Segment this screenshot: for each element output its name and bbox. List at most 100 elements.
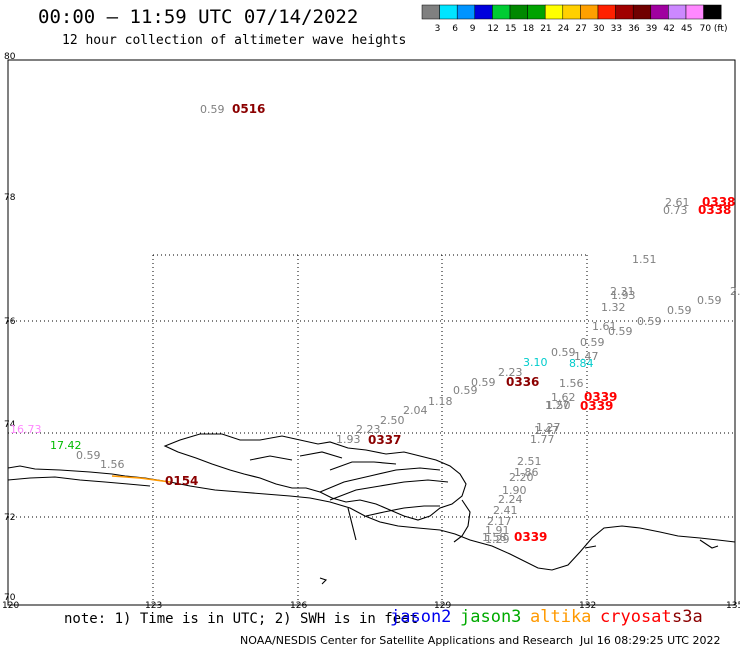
swh-label: 2.23	[356, 423, 381, 436]
swh-label: 1.27	[545, 399, 570, 412]
swh-label: 1.90	[502, 484, 527, 497]
swh-label: 1.62	[551, 391, 576, 404]
river-channel	[347, 507, 357, 541]
swh-label: 0.73	[663, 204, 688, 217]
color-swatch	[544, 4, 564, 20]
color-swatch	[474, 4, 493, 20]
legend-jason3: jason3	[460, 607, 522, 627]
swh-label: 1.47	[574, 350, 599, 363]
swh-label: 2.61	[665, 196, 690, 209]
lon-label-126: 126	[290, 601, 307, 611]
swh-label: 1.56	[100, 458, 125, 471]
color-scale-tick: 39	[646, 24, 658, 34]
swh-label: 2.17	[487, 515, 512, 528]
color-swatch	[509, 4, 528, 20]
lon-label-132: 132	[579, 601, 596, 611]
page-title: 00:00 – 11:59 UTC 07/14/2022	[38, 6, 359, 28]
swh-label: 1.50	[546, 399, 571, 412]
legend-cryosat: cryosat	[600, 607, 672, 627]
lat-label-76: 76	[4, 317, 16, 327]
swh-label: 1.86	[514, 466, 539, 479]
swh-label: 8.84	[569, 357, 594, 370]
legend-altika: altika	[530, 607, 592, 627]
color-swatch	[597, 4, 616, 20]
swh-label: 16.73	[10, 423, 42, 436]
page-subtitle: 12 hour collection of altimeter wave hei…	[62, 33, 407, 48]
color-swatch	[668, 4, 687, 20]
lat-label-74: 74	[4, 420, 16, 430]
swh-label: 1.27	[536, 421, 561, 434]
swh-label: 1.58	[482, 531, 507, 544]
swh-label: 0339	[580, 399, 613, 413]
color-scale-tick: 70 (ft)	[700, 24, 728, 34]
lon-label-120: 120	[2, 601, 19, 611]
color-scale-tick: 15	[505, 24, 516, 34]
swh-label: 1.93	[336, 433, 361, 446]
credit-line: NOAA/NESDIS Center for Satellite Applica…	[240, 634, 574, 647]
color-swatch	[562, 4, 581, 20]
color-swatch	[632, 4, 652, 20]
swh-label: 0338	[702, 195, 735, 209]
color-scale-tick: 21	[540, 24, 551, 34]
swh-label: 0.59	[471, 376, 496, 389]
swh-label: 2.51	[517, 455, 542, 468]
delta-channels	[249, 451, 449, 517]
olenek-bay	[7, 476, 151, 487]
color-swatch	[527, 4, 546, 20]
swh-label: 0.59	[697, 294, 722, 307]
swh-label: 2.24	[498, 493, 523, 506]
altika-track-line	[111, 475, 171, 483]
swh-label: 2.31	[610, 285, 635, 298]
swh-label: 1.77	[530, 433, 555, 446]
swh-label: 0154	[165, 474, 198, 488]
swh-label: 2.	[730, 285, 740, 298]
color-scale-tick: 33	[611, 24, 622, 34]
lena-delta-outline	[163, 433, 467, 521]
color-swatch	[650, 4, 669, 20]
color-swatch	[615, 4, 634, 20]
swh-label: 17.42	[50, 439, 82, 452]
legend-jason2: jason2	[390, 607, 452, 627]
observation-labels: 0.59 05162.610.73033803381.512.311.931.32…	[10, 102, 740, 546]
lon-label-129: 129	[434, 601, 451, 611]
swh-label: 0.59	[453, 384, 478, 397]
coastline-west	[7, 465, 736, 571]
swh-label: 1.18	[428, 395, 453, 408]
swh-label: 1.56	[559, 377, 584, 390]
swh-label: 2.04	[403, 404, 428, 417]
buor-khaya-bay	[453, 499, 471, 543]
lat-label-72: 72	[4, 513, 15, 523]
swh-label: 0339	[584, 390, 617, 404]
color-swatch	[439, 4, 458, 20]
swh-label: 2.23	[498, 366, 523, 379]
river-lena	[319, 577, 328, 585]
swh-label: 0516	[232, 102, 265, 116]
swh-label: 0.59	[551, 346, 576, 359]
swh-label: 1.91	[485, 524, 510, 537]
swh-label: 0.59	[608, 325, 633, 338]
color-scale-tick: 24	[558, 24, 570, 34]
generation-timestamp: Jul 16 08:29:25 UTC 2022	[580, 634, 721, 647]
swh-label: 0.59	[200, 103, 225, 116]
legend-s3a: s3a	[672, 607, 703, 627]
color-scale-tick: 6	[452, 24, 458, 34]
swh-label: 2.41	[493, 504, 518, 517]
color-scale-tick: 27	[575, 24, 586, 34]
color-scale-tick: 30	[593, 24, 605, 34]
coastline	[7, 433, 736, 585]
swh-label: 0.59	[76, 449, 101, 462]
swh-label: 0.59	[637, 315, 662, 328]
swh-label: 2.20	[509, 471, 534, 484]
lon-label-123: 123	[145, 601, 162, 611]
color-scale-tick: 18	[523, 24, 535, 34]
color-swatch	[703, 4, 722, 20]
color-swatch	[685, 4, 704, 20]
map-frame	[7, 59, 736, 606]
color-scale-tick: 9	[470, 24, 476, 34]
swh-label: 0.59	[667, 304, 692, 317]
color-swatch	[421, 4, 440, 20]
units-note: note: 1) Time is in UTC; 2) SWH is in fe…	[64, 611, 419, 627]
swh-label: 0339	[514, 530, 547, 544]
graticule	[8, 254, 735, 605]
